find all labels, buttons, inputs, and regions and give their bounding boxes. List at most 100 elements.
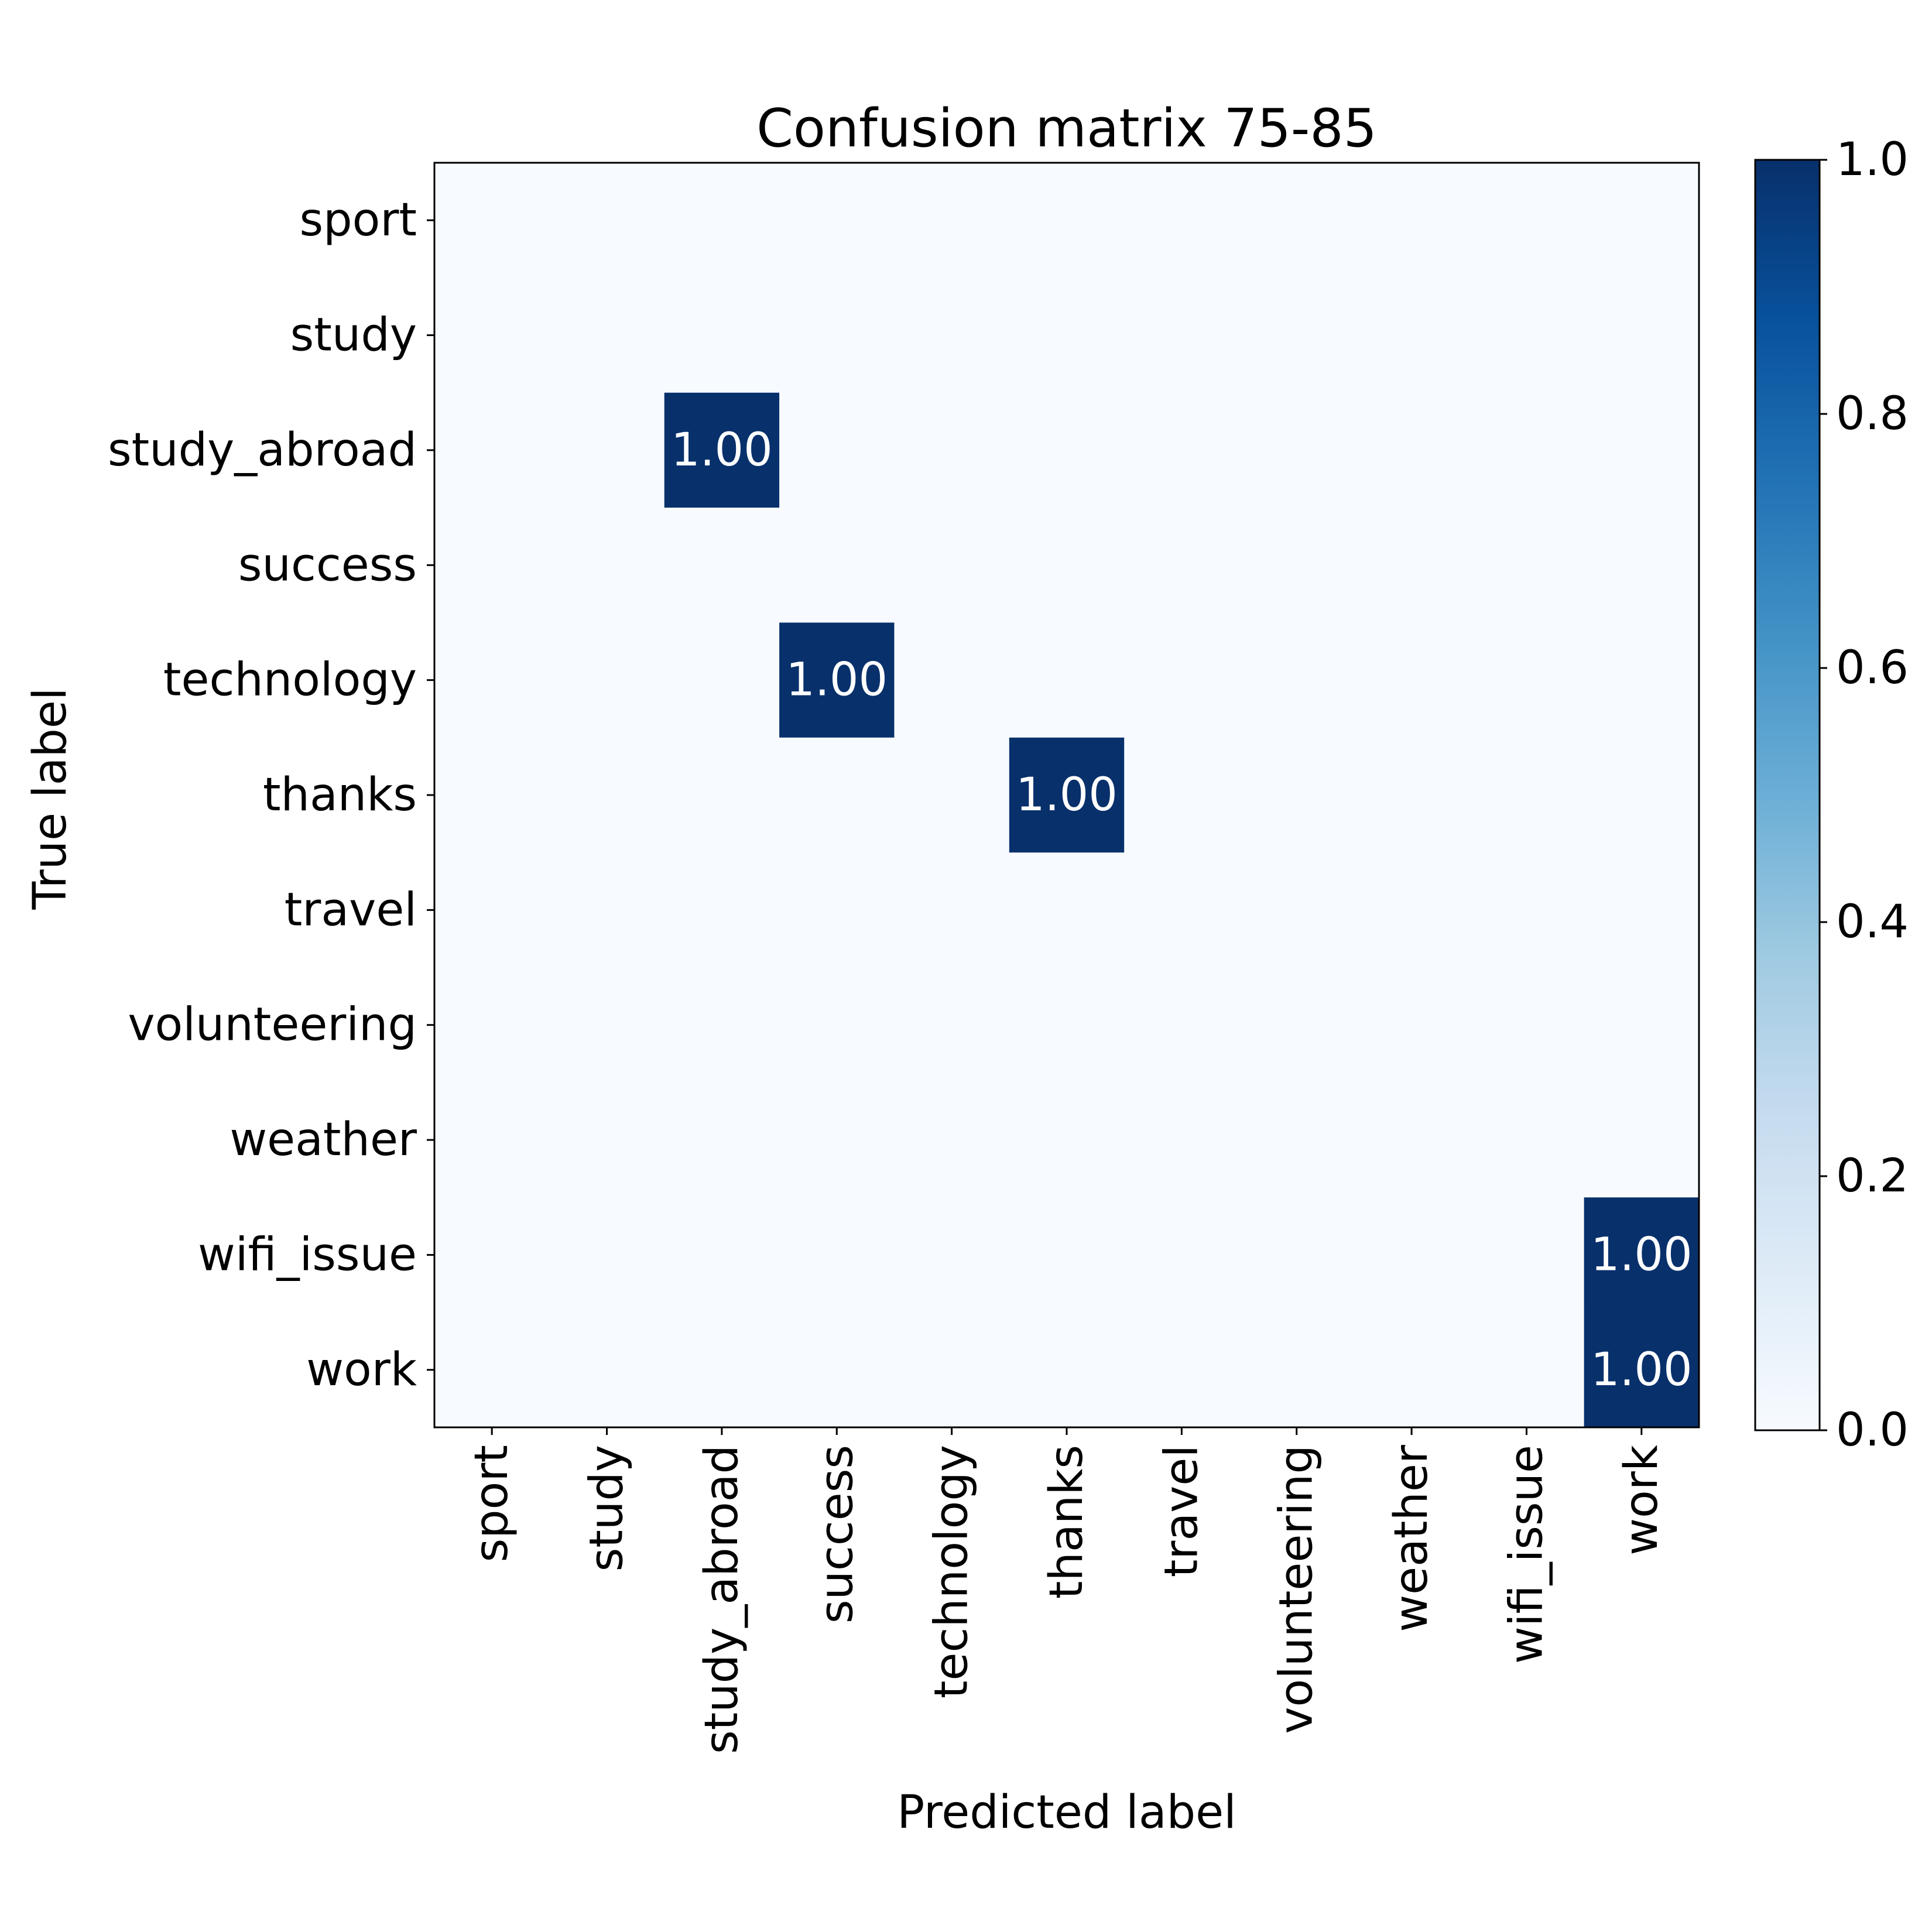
- heatmap-cell: [1354, 967, 1469, 1083]
- colorbar-tick-label: 0.2: [1836, 1150, 1909, 1203]
- colorbar-tick-label: 0.0: [1836, 1404, 1909, 1457]
- y-tick-label: study_abroad: [108, 424, 417, 477]
- heatmap-cell: [779, 852, 895, 968]
- heatmap-cell: [549, 1197, 665, 1313]
- heatmap-cell: [434, 508, 550, 624]
- heatmap-cell: [1584, 1082, 1700, 1198]
- heatmap-cell: [1354, 622, 1469, 738]
- x-tick-label: work: [1615, 1445, 1668, 1556]
- heatmap-cell: [1354, 852, 1469, 968]
- y-tick-label: travel: [285, 883, 417, 936]
- heatmap-cell: [1469, 392, 1585, 508]
- heatmap-cell: [1124, 737, 1240, 853]
- heatmap-cell: [1009, 852, 1125, 968]
- heatmap-cell: [1239, 1082, 1355, 1198]
- y-tick-label: technology: [163, 654, 417, 707]
- heatmap-cell: [1584, 1197, 1700, 1313]
- heatmap-cell: [779, 967, 895, 1083]
- heatmap-cell: [549, 852, 665, 968]
- heatmap-cell: [1124, 1197, 1240, 1313]
- heatmap-cell: [779, 622, 895, 738]
- cell-value-label: 1.00: [1016, 769, 1118, 821]
- heatmap-cell: [1239, 1197, 1355, 1313]
- heatmap-cell: [664, 278, 780, 393]
- heatmap-cell: [1469, 1312, 1585, 1428]
- y-tick-label: sport: [299, 194, 417, 246]
- heatmap-cell: [894, 967, 1010, 1083]
- chart-title: Confusion matrix 75-85: [756, 98, 1377, 159]
- heatmap-cell: [1009, 1197, 1125, 1313]
- heatmap-cell: [1009, 163, 1125, 278]
- heatmap-cell: [1239, 1312, 1355, 1428]
- heatmap-cell: [1239, 278, 1355, 393]
- heatmap-cell: [664, 163, 780, 278]
- heatmap-cell: [894, 163, 1010, 278]
- heatmap-cell: [894, 508, 1010, 624]
- heatmap-cell: [664, 508, 780, 624]
- x-axis-label: Predicted label: [897, 1786, 1236, 1839]
- heatmap-cell: [1239, 622, 1355, 738]
- heatmap-cell: [664, 1197, 780, 1313]
- heatmap-cell: [894, 1312, 1010, 1428]
- heatmap-cell: [434, 737, 550, 853]
- heatmap-plot: 1.00 1.00 1.00 1.00 1.00 sport study study_abro…: [108, 162, 1700, 1754]
- heatmap-cell: [1239, 967, 1355, 1083]
- heatmap-cell: [894, 1082, 1010, 1198]
- heatmap-cell: [1124, 852, 1240, 968]
- heatmap-cell: [1124, 622, 1240, 738]
- y-tick-label: success: [238, 539, 417, 591]
- heatmap-cell: [1009, 1082, 1125, 1198]
- heatmap-cell: [779, 163, 895, 278]
- heatmap-cell: [1354, 1197, 1469, 1313]
- x-tick-label: technology: [926, 1445, 978, 1698]
- heatmap-cell: [1469, 967, 1585, 1083]
- x-tick-label: thanks: [1040, 1445, 1093, 1599]
- cell-value-label: 1.00: [786, 654, 888, 707]
- heatmap-cell: [434, 163, 550, 278]
- heatmap-cell: [1239, 163, 1355, 278]
- heatmap-cell: [1584, 967, 1700, 1083]
- heatmap-cell: [1009, 392, 1125, 508]
- heatmap-cell: [779, 1197, 895, 1313]
- cell-value-label: 1.00: [671, 424, 773, 477]
- colorbar: 0.0 0.2 0.4 0.6 0.8 1.0: [1754, 133, 1909, 1457]
- heatmap-cell: [1354, 278, 1469, 393]
- y-tick-label: thanks: [263, 769, 417, 821]
- heatmap-cell: [549, 163, 665, 278]
- heatmap-cell: [434, 1082, 550, 1198]
- heatmap-cell: [434, 622, 550, 738]
- heatmap-cell: [1239, 737, 1355, 853]
- x-tick-label: wifi_issue: [1500, 1445, 1553, 1664]
- heatmap-cell: [1124, 508, 1240, 624]
- heatmap-cell: [894, 1197, 1010, 1313]
- heatmap-cell: [1584, 737, 1700, 853]
- heatmap-cell: [1124, 967, 1240, 1083]
- heatmap-cell: [1124, 1082, 1240, 1198]
- heatmap-cell: [779, 392, 895, 508]
- y-tick-label: wifi_issue: [198, 1228, 417, 1281]
- x-tick-label: weather: [1385, 1444, 1438, 1632]
- colorbar-fill: [1755, 160, 1820, 1430]
- heatmap-cell: [1469, 1082, 1585, 1198]
- colorbar-frame: [1754, 159, 1821, 1431]
- heatmap-cell: [1469, 852, 1585, 968]
- heatmap-cell: [549, 737, 665, 853]
- colorbar-tick-label: 1.0: [1836, 133, 1909, 186]
- heatmap-cell: [1009, 967, 1125, 1083]
- heatmap-cell: [779, 508, 895, 624]
- heatmap-cell: [549, 1082, 665, 1198]
- heatmap-cell: [1469, 1197, 1585, 1313]
- heatmap-cell: [1124, 163, 1240, 278]
- heatmap-cell: [1009, 508, 1125, 624]
- heatmap-cell: [1354, 392, 1469, 508]
- heatmap-cell: [1239, 392, 1355, 508]
- heatmap-cell: [1584, 622, 1700, 738]
- x-tick-label: study: [581, 1445, 633, 1571]
- heatmap-cell: [1469, 737, 1585, 853]
- heatmap-cell: [1584, 508, 1700, 624]
- heatmap-cell: [1124, 392, 1240, 508]
- heatmap-cell: [1009, 622, 1125, 738]
- heatmap-cell: [549, 1312, 665, 1428]
- y-tick-label: volunteering: [128, 999, 417, 1051]
